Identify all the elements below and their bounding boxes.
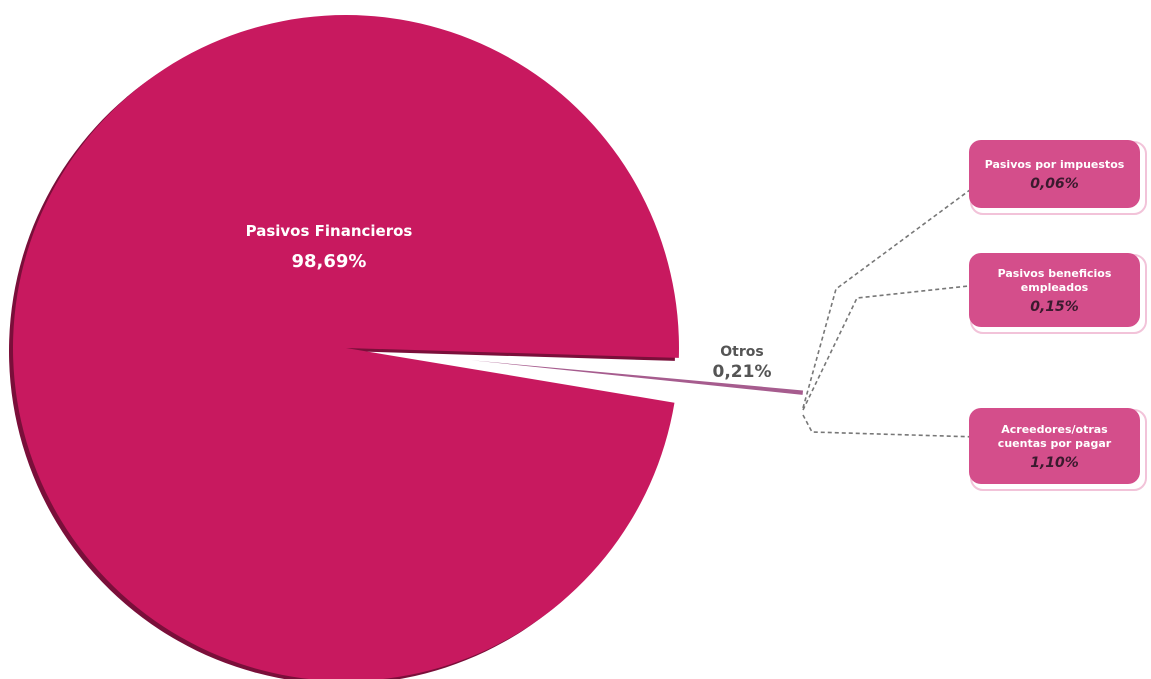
breakdown-label: Pasivos por impuestos [985,158,1125,171]
breakdown-boxes: Pasivos por impuestos 0,06% Pasivos benefi… [969,140,1147,491]
breakdown-label: empleados [1021,281,1089,294]
leader-line [802,183,979,409]
breakdown-box-fill [969,408,1140,484]
breakdown-value: 0,15% [1030,299,1079,315]
breakdown-box-fill [969,140,1140,208]
leader-line [802,414,979,438]
breakdown-value: 0,06% [1030,176,1079,192]
other-slice-value-label: 0,21% [713,362,772,382]
pie-slice-pasivos-financieros [13,15,679,679]
breakdown-label: Pasivos beneficios [998,267,1112,280]
leader-line [802,284,979,411]
pie-slice-otros [471,360,804,395]
leader-lines [802,183,979,438]
breakdown-label: Acreedores/otras [1001,423,1108,436]
breakdown-label: cuentas por pagar [998,437,1112,450]
breakdown-value: 1,10% [1030,455,1079,471]
other-slice-name-label: Otros [720,344,763,360]
breakdown-box-fill [969,253,1140,327]
main-slice-value-label: 98,69% [292,251,367,272]
breakdown-box: Pasivos por impuestos 0,06% [969,140,1147,215]
pie-slices [9,15,804,679]
main-slice-name-label: Pasivos Financieros [246,222,413,240]
